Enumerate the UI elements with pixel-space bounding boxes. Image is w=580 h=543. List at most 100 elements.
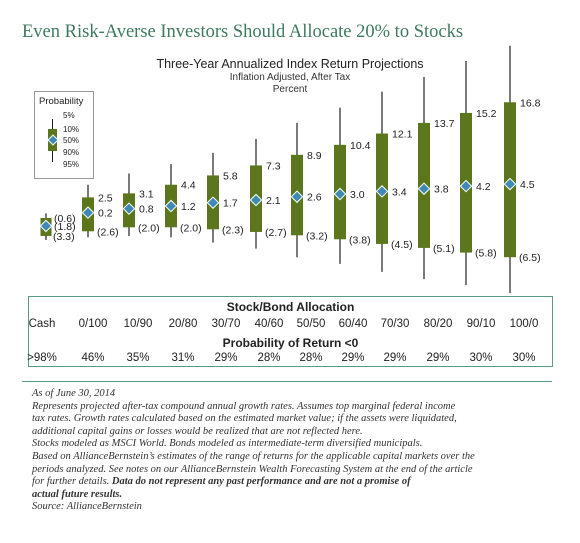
median-marker-30/70 bbox=[206, 196, 220, 210]
disclaimer-bold: actual future results. bbox=[32, 488, 123, 500]
allocation-cell: Cash bbox=[28, 318, 56, 330]
label-50-0/100: 0.2 bbox=[98, 208, 113, 220]
label-50-50/50: 2.6 bbox=[307, 192, 322, 204]
label-10-70/30: (4.5) bbox=[391, 239, 413, 251]
allocation-cell: 90/10 bbox=[466, 318, 496, 330]
page-title: Even Risk-Averse Investors Should Alloca… bbox=[22, 22, 464, 42]
probability-cell: 35% bbox=[126, 352, 150, 364]
legend-item-90: 90% bbox=[63, 148, 80, 157]
probability-row: >98% 46% 35% 31% 29% 28% 28% 29% 29% 29% 30% 30% bbox=[27, 352, 552, 366]
probability-cell: 29% bbox=[426, 352, 450, 364]
label-10-90/10: (5.8) bbox=[475, 248, 497, 260]
allocation-cell: 0/100 bbox=[78, 318, 108, 330]
legend-item-50: 50% bbox=[63, 136, 80, 145]
median-marker-90/10 bbox=[459, 179, 473, 193]
probability-cell: 29% bbox=[383, 352, 407, 364]
allocation-cell: 20/80 bbox=[168, 318, 198, 330]
legend: Probability 5% 10% 50% 90% 95% bbox=[34, 91, 94, 179]
probability-cell: 30% bbox=[512, 352, 536, 364]
note-line: Stocks modeled as MSCI World. Bonds mode… bbox=[32, 438, 423, 450]
allocation-cell: 40/60 bbox=[254, 318, 284, 330]
note-source: Source: AllianceBernstein bbox=[32, 501, 142, 513]
label-50-100/0: 4.5 bbox=[520, 179, 535, 191]
label-90-50/50: 8.9 bbox=[307, 150, 322, 162]
note-date: As of June 30, 2014 bbox=[32, 388, 116, 399]
probability-cell: 28% bbox=[257, 352, 281, 364]
note-text: for further details. bbox=[32, 476, 110, 488]
label-50-Cash: (1.8) bbox=[54, 221, 76, 233]
label-10-0/100: (2.6) bbox=[97, 226, 119, 238]
allocation-header: Stock/Bond Allocation bbox=[226, 300, 355, 314]
probability-cell: 29% bbox=[214, 352, 238, 364]
legend-item-10: 10% bbox=[63, 125, 80, 134]
median-marker-60/40 bbox=[333, 187, 347, 201]
note-line: periods analyzed. See notes on our Allia… bbox=[32, 463, 473, 475]
note-line: Represents projected after-tax compound … bbox=[32, 400, 456, 412]
label-50-70/30: 3.4 bbox=[392, 186, 407, 198]
note-line: tax rates. Growth rates calculated based… bbox=[32, 413, 457, 425]
label-90-40/60: 7.3 bbox=[266, 160, 281, 172]
label-90-90/10: 15.2 bbox=[476, 108, 497, 120]
label-10-80/20: (5.1) bbox=[433, 243, 455, 255]
legend-item-95: 95% bbox=[63, 160, 80, 169]
label-50-30/70: 1.7 bbox=[223, 198, 238, 210]
allocation-cell: 80/20 bbox=[423, 318, 453, 330]
label-50-40/60: 2.1 bbox=[266, 195, 281, 207]
label-90-60/40: 10.4 bbox=[350, 140, 371, 152]
label-90-70/30: 12.1 bbox=[392, 129, 413, 141]
note-line: for further details. Data do not represe… bbox=[32, 476, 562, 489]
notes-divider bbox=[22, 381, 552, 382]
allocation-cell: 70/30 bbox=[380, 318, 410, 330]
chart-subtitle: Inflation Adjusted, After Tax bbox=[229, 72, 351, 83]
chart-unit: Percent bbox=[272, 84, 308, 95]
note-line: additional capital gains or losses would… bbox=[32, 425, 363, 437]
label-90-10/90: 3.1 bbox=[139, 188, 154, 200]
label-10-50/50: (3.2) bbox=[306, 230, 328, 242]
median-marker-10/90 bbox=[122, 202, 136, 216]
median-marker-0/100 bbox=[81, 206, 95, 220]
probability-cell: >98% bbox=[27, 352, 57, 364]
probability-cell: 30% bbox=[469, 352, 493, 364]
footnotes: As of June 30, 2014 Represents projected… bbox=[32, 388, 562, 514]
label-10-20/80: (2.0) bbox=[180, 222, 202, 234]
probability-cell: 28% bbox=[299, 352, 323, 364]
label-50-60/40: 3.0 bbox=[350, 189, 365, 201]
median-marker-100/0 bbox=[503, 177, 517, 191]
probability-cell: 29% bbox=[341, 352, 365, 364]
median-marker-Cash bbox=[39, 219, 53, 233]
label-10-Cash: (3.3) bbox=[53, 231, 75, 243]
median-marker-40/60 bbox=[249, 193, 263, 207]
chart-title: Three-Year Annualized Index Return Proje… bbox=[156, 57, 424, 71]
legend-title: Probability bbox=[39, 96, 84, 107]
label-10-60/40: (3.8) bbox=[349, 234, 371, 246]
label-10-100/0: (6.5) bbox=[519, 252, 541, 264]
box-chart: (0.6)(1.8)(3.3) 2.5 0.2 (2.6) 3.1 0.8 (2.0) 4.4… bbox=[39, 45, 541, 294]
note-line: Based on AllianceBernstein’s estimates o… bbox=[32, 450, 475, 462]
disclaimer-bold: Data do not represent any past performan… bbox=[111, 476, 411, 488]
label-90-100/0: 16.8 bbox=[520, 97, 541, 109]
label-50-90/10: 4.2 bbox=[476, 181, 491, 193]
allocation-cell: 10/90 bbox=[123, 318, 153, 330]
probability-header: Probability of Return <0 bbox=[222, 336, 359, 350]
label-10-40/60: (2.7) bbox=[265, 227, 287, 239]
legend-item-5: 5% bbox=[63, 111, 75, 120]
probability-cell: 46% bbox=[81, 352, 105, 364]
median-marker-70/30 bbox=[375, 185, 389, 198]
label-50-80/20: 3.8 bbox=[434, 184, 449, 196]
allocation-cell: 60/40 bbox=[338, 318, 368, 330]
median-marker-20/80 bbox=[164, 199, 178, 213]
allocation-row: Cash 0/100 10/90 20/80 30/70 40/60 50/50 60/40 7… bbox=[29, 318, 552, 332]
label-90-80/20: 13.7 bbox=[434, 118, 455, 130]
label-90-Cash: (0.6) bbox=[54, 213, 76, 225]
label-10-10/90: (2.0) bbox=[138, 222, 160, 234]
label-90-20/80: 4.4 bbox=[181, 180, 196, 192]
label-90-0/100: 2.5 bbox=[98, 192, 113, 204]
allocation-cell: 50/50 bbox=[296, 318, 326, 330]
label-90-30/70: 5.8 bbox=[223, 170, 238, 182]
allocation-table: Stock/Bond Allocation Cash 0/100 10/90 20/8… bbox=[27, 296, 553, 367]
label-50-10/90: 0.8 bbox=[139, 204, 154, 216]
allocation-cell: 30/70 bbox=[211, 318, 241, 330]
median-marker-50/50 bbox=[290, 190, 304, 204]
note-line: actual future results. bbox=[32, 489, 562, 502]
allocation-cell: 100/0 bbox=[509, 318, 539, 330]
